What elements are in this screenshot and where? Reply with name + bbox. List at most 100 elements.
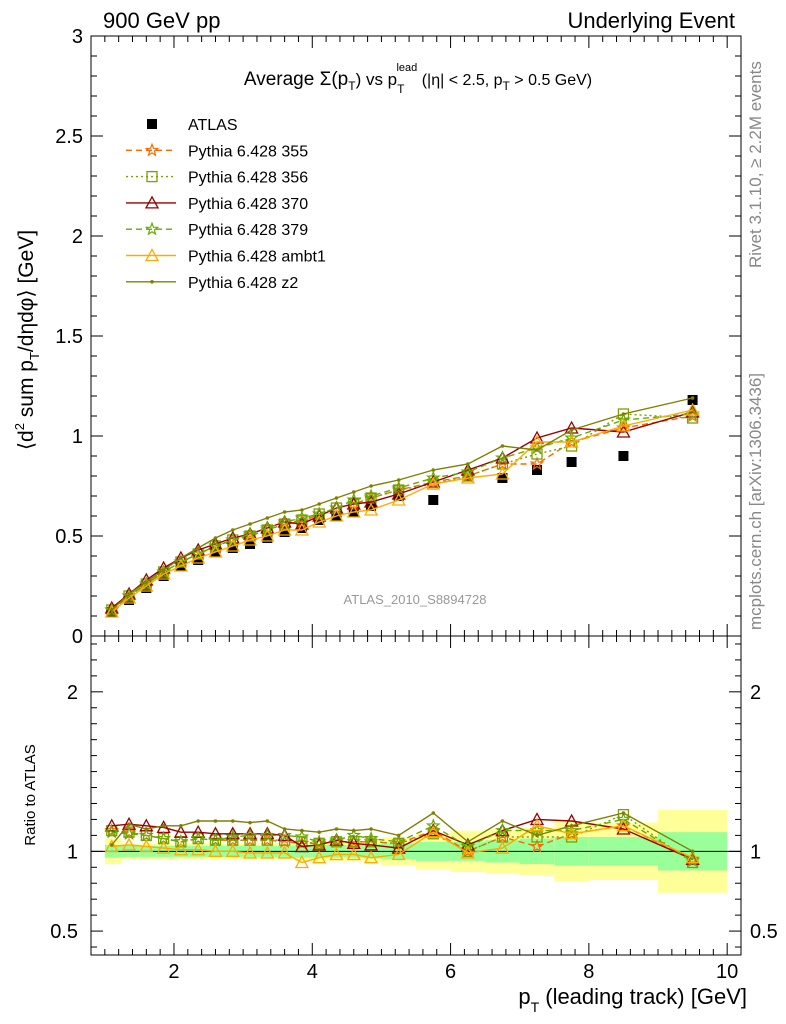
ratio-point <box>190 830 206 845</box>
main-point <box>277 522 292 536</box>
legend-item: Pythia 6.428 z2 <box>126 275 298 292</box>
ratio-series-4 <box>104 818 700 869</box>
ratio-point <box>391 847 406 861</box>
main-point <box>317 502 321 506</box>
main-point <box>393 491 404 501</box>
ratio-series-5 <box>109 811 695 854</box>
legend-label: Pythia 6.428 370 <box>188 196 308 213</box>
ratio-point <box>426 824 441 838</box>
ratio-point <box>161 824 166 828</box>
ratio-series-line <box>111 812 693 852</box>
ratio-y-tick-label: 1 <box>67 841 78 863</box>
main-point <box>391 492 406 506</box>
main-point <box>104 604 119 618</box>
main-point <box>109 608 114 612</box>
ratio-point <box>369 827 373 831</box>
ratio-point <box>690 849 695 854</box>
ratio-point <box>121 826 137 841</box>
ratio-point <box>363 837 379 851</box>
legend: ATLAS Pythia 6.428 355 Pythia 6.428 356 Pyt… <box>126 117 326 292</box>
legend-marker <box>146 170 158 183</box>
ratio-point <box>104 824 120 839</box>
main-point <box>190 546 206 561</box>
legend-label: Pythia 6.428 379 <box>188 222 308 239</box>
main-point <box>279 527 290 537</box>
main-point <box>141 583 152 593</box>
main-point <box>569 428 574 432</box>
ratio-series-line <box>111 818 693 862</box>
ratio-point <box>334 827 339 831</box>
ratio-point <box>191 824 206 838</box>
main-point <box>127 592 131 596</box>
main-point <box>173 554 189 569</box>
main-point <box>191 550 206 564</box>
ratio-point <box>173 842 188 856</box>
ratio-point <box>282 827 287 831</box>
ratio-point <box>312 850 327 864</box>
main-point <box>329 508 344 522</box>
legend-marker <box>144 221 160 236</box>
ratio-point <box>460 838 476 853</box>
ratio-point <box>208 832 223 847</box>
main-point <box>242 526 258 541</box>
main-point <box>564 434 579 448</box>
main-point <box>532 465 543 475</box>
legend-marker <box>147 119 157 129</box>
legend-marker <box>144 142 160 157</box>
ratio-point <box>529 838 545 853</box>
ratio-point <box>144 827 149 831</box>
main-point <box>242 532 258 546</box>
main-point <box>208 538 223 553</box>
main-point <box>426 476 441 490</box>
ratio-point <box>244 834 256 846</box>
main-point <box>262 533 273 543</box>
main-series-4 <box>104 406 700 617</box>
ratio-point <box>242 827 258 842</box>
main-y-axis-label: ⟨d2 sum pT/dηdφ⟩ [GeV] <box>12 230 42 450</box>
ratio-point <box>139 839 154 853</box>
main-point <box>495 450 510 464</box>
ratio-point <box>531 831 543 843</box>
ratio-point <box>616 811 631 826</box>
ratio-point <box>261 834 273 846</box>
ratio-point <box>300 828 304 833</box>
ratio-point <box>277 845 292 859</box>
ratio-point <box>156 840 171 854</box>
main-point <box>213 536 218 540</box>
ratio-point <box>230 819 235 823</box>
main-point <box>466 462 470 466</box>
main-point <box>529 434 545 448</box>
x-tick-label: 4 <box>307 961 318 983</box>
ratio-point <box>363 850 379 864</box>
main-point <box>158 571 169 581</box>
ratio-point <box>311 834 327 848</box>
main-point <box>248 522 252 526</box>
x-axis-label: pT (leading track) [GeV] <box>518 984 747 1015</box>
legend-item: Pythia 6.428 379 <box>126 221 308 239</box>
ratio-series-line <box>111 825 693 860</box>
main-point <box>196 546 200 550</box>
analysis-watermark: ATLAS_2010_S8894728 <box>344 592 487 607</box>
ratio-point <box>225 843 240 857</box>
main-point <box>300 508 304 512</box>
main-series-line <box>111 411 693 609</box>
main-point <box>396 478 401 482</box>
ratio-point <box>365 836 377 848</box>
ratio-point <box>208 826 223 840</box>
ratio-y-tick-label-right: 2 <box>750 682 761 704</box>
ratio-point <box>351 828 356 833</box>
ratio-point <box>346 834 362 848</box>
main-y-tick-label: 3 <box>72 26 83 48</box>
ratio-point <box>396 833 401 838</box>
ratio-point <box>109 843 114 847</box>
ratio-point <box>495 823 510 837</box>
main-point <box>225 538 240 552</box>
ratio-point <box>346 827 362 842</box>
main-point <box>173 550 188 564</box>
x-tick-label: 8 <box>583 961 594 983</box>
main-point <box>294 510 310 525</box>
main-point <box>282 510 287 514</box>
main-point <box>495 450 510 465</box>
ratio-y-tick-label-right: 0.5 <box>750 921 778 943</box>
